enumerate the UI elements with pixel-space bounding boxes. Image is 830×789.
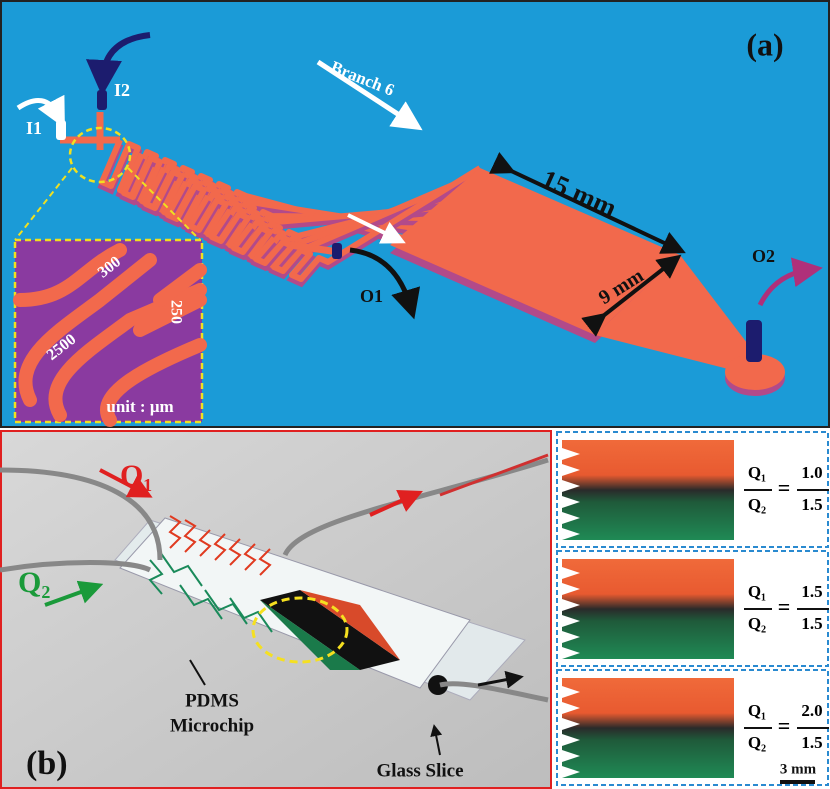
denominator: 1.5 [801,614,822,633]
denominator-label: Q₂ [748,614,766,633]
numerator-label: Q₁ [748,582,766,601]
numerator: 2.0 [801,701,822,720]
page: {"panel_a":{"label":"(a)","inlets":["I1"… [0,0,830,789]
numerator-label: Q₁ [748,463,766,482]
outlet-label: O2 [752,246,775,266]
inlet-pipe [56,120,66,140]
chip-label: PDMS [185,690,239,711]
denominator: 1.5 [801,495,822,514]
figure: (a) I1 I2 Branch 6 15 mm 9 mm O1 O2 300 … [0,0,830,789]
flow-image [562,559,734,659]
slide-label: Glass Slice [376,760,463,781]
outlet-pipe [746,320,762,362]
ratio-panels: Q₁ Q₂ = 1.0 1.5 Q₁ Q₂ = 1.5 1.5 Q₁ Q₂ = 2.0 1.5 [557,432,829,785]
flow-label: Q₂ [18,566,50,599]
unit-label: unit : μm [106,397,173,416]
inlet-label: I2 [114,80,130,100]
numerator: 1.5 [801,582,822,601]
chip-label: Microchip [170,715,254,736]
denominator-label: Q₂ [748,495,766,514]
flow-image [562,678,734,778]
outlet-label: O1 [360,286,383,306]
numerator: 1.0 [801,463,822,482]
equals: = [778,475,791,500]
panel-label: (b) [26,745,68,782]
scale-label: 3 mm [780,761,817,777]
denominator-label: Q₂ [748,733,766,752]
inlet-pipe [97,90,107,110]
numerator-label: Q₁ [748,701,766,720]
flow-label: Q₁ [120,459,152,492]
equals: = [778,713,791,738]
panel-label: (a) [746,26,783,62]
flow-image [562,440,734,540]
inlet-label: I1 [26,118,42,138]
equals: = [778,594,791,619]
dimension-label: 250 [167,300,184,324]
denominator: 1.5 [801,733,822,752]
outlet-pipe [332,243,342,259]
